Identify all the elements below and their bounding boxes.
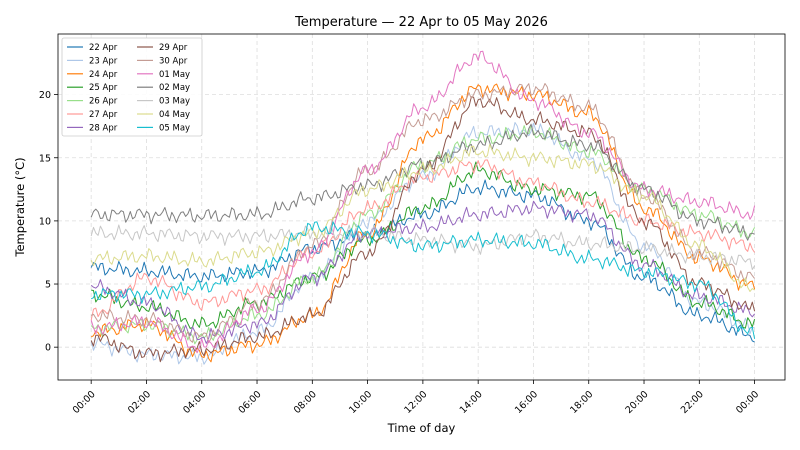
series-line-04-may — [90, 144, 755, 292]
y-tick-label: 5 — [45, 280, 51, 291]
x-tick-label: 12:00 — [402, 389, 429, 416]
y-tick-label: 15 — [39, 153, 51, 164]
legend-label: 01 May — [159, 70, 190, 80]
series-line-27-apr — [90, 159, 756, 321]
series-line-25-apr — [91, 161, 756, 329]
y-axis: 0 5 10 15 20 — [39, 90, 58, 354]
series-line-30-apr — [90, 83, 755, 344]
series-line-26-apr — [90, 124, 756, 345]
x-tick-label: 16:00 — [513, 389, 540, 416]
series-line-03-may — [90, 224, 756, 270]
legend-label: 24 Apr — [89, 70, 118, 80]
series-line-01-may — [90, 50, 756, 354]
legend-label: 25 Apr — [89, 83, 118, 93]
series-line-22-apr — [90, 179, 755, 343]
x-tick-label: 22:00 — [679, 389, 706, 416]
legend-label: 03 May — [159, 97, 190, 107]
grid-lines — [58, 34, 785, 380]
chart-title: Temperature — 22 Apr to 05 May 2026 — [294, 15, 548, 30]
x-tick-label: 00:00 — [71, 389, 98, 416]
series-lines — [90, 50, 756, 365]
legend-label: 02 May — [159, 83, 190, 93]
y-tick-label: 0 — [45, 343, 51, 354]
plot-frame — [57, 33, 786, 381]
legend-label: 28 Apr — [89, 123, 118, 133]
y-tick-label: 10 — [39, 216, 51, 227]
legend-label: 05 May — [159, 123, 190, 133]
x-tick-label: 18:00 — [568, 389, 595, 416]
x-tick-label: 00:00 — [734, 389, 761, 416]
x-tick-label: 20:00 — [624, 389, 651, 416]
series-line-24-apr — [90, 83, 756, 363]
x-tick-label: 08:00 — [292, 389, 319, 416]
y-axis-title: Temperature (°C) — [13, 157, 27, 257]
legend-label: 22 Apr — [89, 43, 118, 53]
legend-label: 04 May — [159, 110, 190, 120]
x-tick-label: 14:00 — [458, 389, 485, 416]
legend-label: 27 Apr — [89, 110, 118, 120]
series-line-02-may — [90, 123, 755, 241]
x-axis: 00:00 02:00 04:00 06:00 08:00 10:00 12:00 14:00… — [71, 380, 761, 416]
y-tick-label: 20 — [39, 90, 51, 101]
series-line-28-apr — [90, 200, 755, 344]
x-tick-label: 04:00 — [181, 389, 208, 416]
x-tick-label: 10:00 — [347, 389, 374, 416]
x-tick-label: 06:00 — [237, 389, 264, 416]
legend-label: 23 Apr — [89, 56, 118, 66]
legend-box — [61, 37, 203, 137]
legend-label: 29 Apr — [159, 43, 188, 53]
x-axis-title: Time of day — [387, 421, 456, 435]
legend: 22 Apr 23 Apr 24 Apr 25 Apr 26 Apr 27 Apr 28 A… — [61, 37, 203, 137]
legend-label: 26 Apr — [89, 97, 118, 107]
legend-label: 30 Apr — [159, 56, 188, 66]
x-tick-label: 02:00 — [126, 389, 153, 416]
series-line-05-may — [90, 221, 756, 339]
